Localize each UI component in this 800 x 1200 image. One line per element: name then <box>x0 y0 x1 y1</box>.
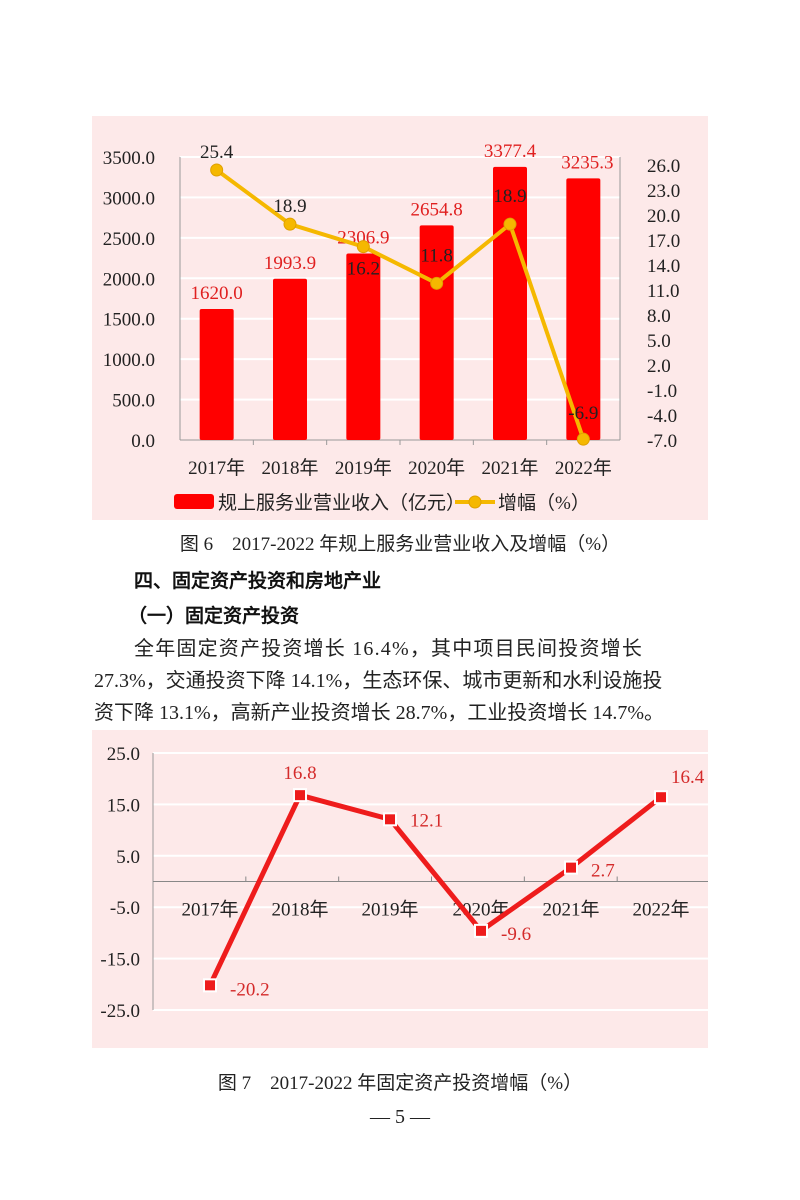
data-value-label: 16.8 <box>283 763 316 784</box>
paragraph-line-2: 27.3%，交通投资下降 14.1%，生态环保、城市更新和水利设施投 <box>94 670 663 692</box>
bar-value-label: 2654.8 <box>411 199 463 220</box>
revenue-growth-chart: 0.0 500.0 1000.0 1500.0 2000.0 2500.0 3000.0 35… <box>92 116 708 520</box>
right-axis-tick: 20.0 <box>647 206 680 227</box>
growth-marker <box>356 240 370 254</box>
bar-2021年 <box>493 166 527 440</box>
data-value-label: -20.2 <box>230 979 270 1000</box>
figure7-caption: 图 7 2017-2022 年固定资产投资增幅（%） <box>217 1073 583 1094</box>
y-axis-tick: 25.0 <box>107 744 140 765</box>
y-axis-tick: -25.0 <box>100 1001 140 1022</box>
section-heading: 四、固定资产投资和房地产业 <box>134 570 382 592</box>
y-axis-tick: 5.0 <box>116 847 140 868</box>
growth-value-label: 16.2 <box>347 259 380 280</box>
right-axis-tick: -7.0 <box>647 431 677 452</box>
right-axis-tick: 8.0 <box>647 306 671 327</box>
growth-marker <box>576 432 590 446</box>
revenue-growth-chart-svg: 0.0 500.0 1000.0 1500.0 2000.0 2500.0 3000.0 35… <box>103 141 681 514</box>
data-marker <box>293 788 307 803</box>
growth-value-label: -6.9 <box>568 403 598 424</box>
growth-marker <box>503 217 517 231</box>
x-category-label: 2019年 <box>335 457 392 479</box>
page-number: — 5 — <box>370 1106 430 1128</box>
data-value-label: 12.1 <box>410 810 443 831</box>
data-marker <box>654 790 668 805</box>
growth-marker <box>283 217 297 231</box>
right-axis-tick: -1.0 <box>647 381 677 402</box>
right-axis-tick: -4.0 <box>647 406 677 427</box>
bar-value-label: 1620.0 <box>191 283 243 304</box>
x-category-label: 2018年 <box>271 899 328 921</box>
left-axis-tick: 500.0 <box>112 391 155 412</box>
bar-value-label: 1993.9 <box>264 253 316 274</box>
x-category-label: 2017年 <box>188 457 245 479</box>
fixed-asset-investment-chart: 25.0 15.0 5.0 -5.0 -15.0 -25.0 2017年 2018年 2019年… <box>92 730 711 1048</box>
bar-value-label: 3235.3 <box>561 152 613 173</box>
growth-value-label: 18.9 <box>493 186 526 207</box>
right-axis-tick: 11.0 <box>647 281 680 302</box>
growth-marker <box>430 276 444 290</box>
x-category-label: 2019年 <box>361 899 418 921</box>
paragraph-line-1: 全年固定资产投资增长 16.4%，其中项目民间投资增长 <box>134 638 644 660</box>
x-category-label: 2022年 <box>632 899 689 921</box>
data-value-label: 16.4 <box>671 767 705 788</box>
data-marker <box>383 812 397 827</box>
x-category-label: 2022年 <box>555 457 612 479</box>
growth-value-label: 25.4 <box>200 142 234 163</box>
right-axis-tick: 5.0 <box>647 331 671 352</box>
subsection-heading: （一）固定资产投资 <box>128 605 300 627</box>
x-category-label: 2018年 <box>261 457 318 479</box>
data-value-label: 2.7 <box>591 861 615 882</box>
legend-line-marker <box>468 495 482 509</box>
y-axis-tick: -15.0 <box>100 950 140 971</box>
right-axis-tick: 2.0 <box>647 356 671 377</box>
left-axis-tick: 2000.0 <box>103 269 155 290</box>
growth-value-label: 18.9 <box>273 196 306 217</box>
x-category-label: 2020年 <box>408 457 465 479</box>
investment-growth-line <box>207 792 663 987</box>
growth-line <box>215 168 586 440</box>
x-category-label: 2017年 <box>181 899 238 921</box>
right-axis-tick: 23.0 <box>647 181 680 202</box>
left-axis-tick: 3000.0 <box>103 188 155 209</box>
right-axis-tick: 14.0 <box>647 256 680 277</box>
bar-2017年 <box>199 309 234 440</box>
left-axis-tick: 0.0 <box>131 431 155 452</box>
left-axis-tick: 3500.0 <box>103 148 155 169</box>
bar-2019年 <box>346 253 381 440</box>
right-axis-tick: 26.0 <box>647 156 680 177</box>
legend-bar-label: 规上服务业营业收入（亿元） <box>218 492 465 514</box>
left-axis-tick: 1000.0 <box>103 350 155 371</box>
growth-value-label: 11.8 <box>420 245 453 266</box>
y-axis-tick: 15.0 <box>107 795 140 816</box>
left-axis-tick: 1500.0 <box>103 310 155 331</box>
growth-marker <box>210 163 224 177</box>
legend-bar-swatch <box>174 494 214 509</box>
bar-2018年 <box>273 278 307 440</box>
fixed-asset-investment-chart-svg: 25.0 15.0 5.0 -5.0 -15.0 -25.0 2017年 2018年 2019年… <box>100 744 711 1022</box>
bar-value-label: 3377.4 <box>484 141 537 162</box>
x-category-label: 2021年 <box>481 457 538 479</box>
data-marker <box>474 923 488 938</box>
legend-line-label: 增幅（%） <box>498 492 590 514</box>
figure6-caption: 图 6 2017-2022 年规上服务业营业收入及增幅（%） <box>179 534 621 555</box>
paragraph-line-3: 资下降 13.1%，高新产业投资增长 28.7%，工业投资增长 14.7%。 <box>94 702 664 724</box>
y-axis-tick: -5.0 <box>110 898 140 919</box>
x-category-label: 2021年 <box>542 899 599 921</box>
left-axis-tick: 2500.0 <box>103 229 155 250</box>
data-value-label: -9.6 <box>501 924 531 945</box>
bar-2022年 <box>566 178 601 440</box>
right-axis-tick: 17.0 <box>647 231 680 252</box>
data-marker <box>203 978 217 993</box>
data-marker <box>564 860 578 875</box>
